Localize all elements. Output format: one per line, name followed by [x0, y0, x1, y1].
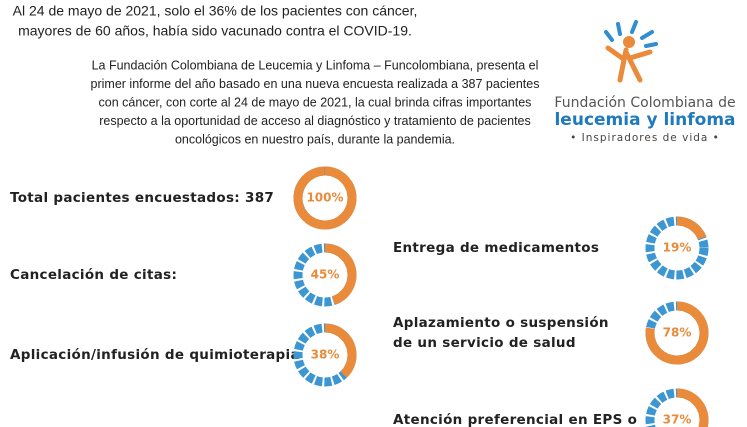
ring-label: 38% [311, 348, 340, 362]
ring-label: 19% [663, 241, 692, 255]
ring-label: 45% [311, 268, 340, 282]
item-label: Aplazamiento o suspensión [393, 315, 609, 331]
item-label: Aplicación/infusión de quimioterapia [10, 347, 300, 363]
item-label: Cancelación de citas: [10, 267, 177, 283]
ring-value [645, 388, 709, 427]
item-label: Entrega de medicamentos [393, 240, 599, 256]
logo-icon [604, 20, 658, 83]
ring-label: 78% [663, 326, 692, 340]
headline: Al 24 de mayo de 2021, solo el 36% de lo… [13, 3, 418, 19]
intro-line: oncológicos en nuestro país, durante la … [175, 132, 455, 146]
intro-line: respecto a la oportunidad de acceso al d… [99, 114, 531, 128]
intro-line: con cáncer, con corte al 24 de mayo de 2… [99, 95, 532, 109]
item-label: Total pacientes encuestados: 387 [10, 190, 274, 206]
headline: mayores de 60 años, había sido vacunado … [18, 23, 412, 39]
item-label: Atención preferencial en EPS o [393, 412, 637, 427]
intro-line: La Fundación Colombiana de Leucemia y Li… [92, 58, 539, 72]
ring-value [293, 243, 357, 307]
logo-line1: Fundación Colombiana de [554, 95, 735, 111]
ring-label: 100% [306, 191, 343, 205]
logo-tagline: • Inspiradores de vida • [570, 132, 720, 144]
item-label: de un servicio de salud [393, 335, 576, 351]
logo-line2: leucemia y linfoma [554, 110, 735, 130]
intro-line: primer informe del año basado en una nue… [91, 77, 540, 91]
ring-value [293, 166, 357, 230]
ring-value [645, 216, 709, 280]
ring-value [645, 301, 709, 365]
ring-label: 37% [663, 413, 692, 427]
ring-value [293, 323, 357, 387]
